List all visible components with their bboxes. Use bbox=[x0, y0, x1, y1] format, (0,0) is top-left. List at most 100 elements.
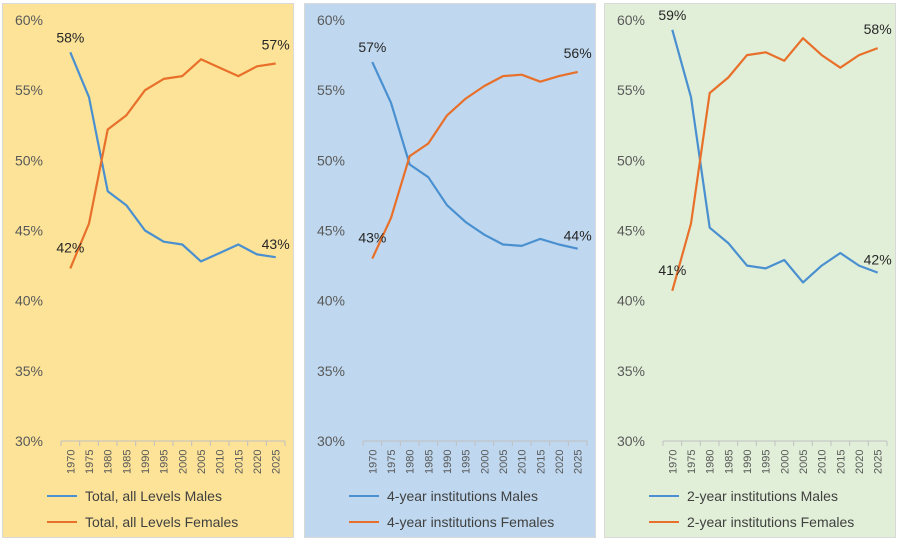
x-tick-label: 2000 bbox=[779, 450, 791, 474]
y-tick-label: 45% bbox=[617, 223, 645, 239]
x-tick-label: 2005 bbox=[196, 450, 208, 474]
legend-entry: 2-year institutions Females bbox=[649, 514, 854, 530]
data-label: 44% bbox=[564, 228, 592, 244]
legend-entry: Total, all Levels Males bbox=[47, 488, 222, 504]
data-label: 42% bbox=[56, 239, 84, 255]
legend-label: 4-year institutions Females bbox=[387, 514, 555, 530]
x-tick-label: 1970 bbox=[667, 450, 679, 474]
y-tick-label: 40% bbox=[317, 293, 345, 309]
x-tick-label: 1995 bbox=[159, 450, 171, 474]
legend-entry: 4-year institutions Females bbox=[349, 514, 554, 530]
y-tick-label: 60% bbox=[317, 12, 345, 28]
y-tick-label: 60% bbox=[15, 12, 43, 28]
legend-entry: 4-year institutions Males bbox=[349, 488, 538, 504]
data-label: 58% bbox=[864, 21, 892, 37]
x-tick-label: 2000 bbox=[177, 450, 189, 474]
x-tick-label: 1985 bbox=[723, 450, 735, 474]
y-tick-label: 50% bbox=[317, 152, 345, 168]
y-tick-label: 30% bbox=[617, 433, 645, 449]
legend-label: Total, all Levels Females bbox=[85, 514, 239, 530]
x-tick-label: 2010 bbox=[817, 450, 829, 474]
chart-svg: 30% 35% 40% 45% 50% 55% 60% 1970 1975 1980 1985 199… bbox=[317, 12, 592, 474]
x-tick-label: 1985 bbox=[121, 450, 133, 474]
y-tick-label: 40% bbox=[15, 293, 43, 309]
x-tick-label: 2025 bbox=[873, 450, 885, 474]
x-tick-label: 1970 bbox=[65, 450, 77, 474]
legend-swatch bbox=[47, 521, 77, 523]
x-tick-label: 2005 bbox=[498, 450, 510, 474]
series-line-4-year-institutions-females bbox=[371, 70, 578, 260]
x-tick-label: 2010 bbox=[517, 450, 529, 474]
data-label: 59% bbox=[658, 7, 686, 23]
x-tick-label: 2015 bbox=[233, 450, 245, 474]
legend-entry: 2-year institutions Males bbox=[649, 488, 838, 504]
y-tick-label: 50% bbox=[617, 152, 645, 168]
y-tick-label: 30% bbox=[15, 433, 43, 449]
y-tick-label: 50% bbox=[15, 152, 43, 168]
x-tick-label: 1995 bbox=[761, 450, 773, 474]
data-label: 57% bbox=[358, 39, 386, 55]
x-tick-label: 2020 bbox=[554, 450, 566, 474]
chart-panel-4-year: 30% 35% 40% 45% 50% 55% 60% 1970 1975 1980 1985 199… bbox=[304, 3, 596, 538]
x-tick-label: 2015 bbox=[535, 450, 547, 474]
legend-swatch bbox=[649, 521, 679, 523]
y-tick-label: 55% bbox=[15, 82, 43, 98]
legend-label: 4-year institutions Males bbox=[387, 488, 538, 504]
chart-svg: 30% 35% 40% 45% 50% 55% 60% 1970 1975 1980 1985 199… bbox=[15, 12, 290, 474]
y-tick-label: 60% bbox=[617, 12, 645, 28]
x-tick-label: 2025 bbox=[573, 450, 585, 474]
y-tick-label: 40% bbox=[617, 293, 645, 309]
x-tick-label: 2025 bbox=[271, 450, 283, 474]
y-tick-label: 45% bbox=[317, 223, 345, 239]
data-label: 43% bbox=[358, 230, 386, 246]
data-label: 58% bbox=[56, 29, 84, 45]
y-tick-label: 30% bbox=[317, 433, 345, 449]
x-tick-label: 1975 bbox=[386, 450, 398, 474]
x-tick-label: 2015 bbox=[835, 450, 847, 474]
x-tick-label: 2005 bbox=[798, 450, 810, 474]
legend-label: 2-year institutions Males bbox=[687, 488, 838, 504]
data-label: 41% bbox=[658, 262, 686, 278]
legend-label: 2-year institutions Females bbox=[687, 514, 855, 530]
y-tick-label: 35% bbox=[15, 363, 43, 379]
legend-swatch bbox=[349, 521, 379, 523]
legend-label: Total, all Levels Males bbox=[85, 488, 222, 504]
x-tick-label: 1970 bbox=[367, 450, 379, 474]
data-label: 43% bbox=[262, 236, 290, 252]
x-tick-label: 1980 bbox=[405, 450, 417, 474]
x-tick-label: 2020 bbox=[854, 450, 866, 474]
x-tick-label: 2000 bbox=[479, 450, 491, 474]
series-line-total-all-levels-females bbox=[69, 58, 276, 269]
y-tick-label: 55% bbox=[617, 82, 645, 98]
data-label: 56% bbox=[564, 45, 592, 61]
x-tick-label: 1980 bbox=[103, 450, 115, 474]
x-tick-label: 1990 bbox=[140, 450, 152, 474]
chart-panel-total: 30% 35% 40% 45% 50% 55% 60% 1970 1975 1980 1985 199… bbox=[2, 3, 294, 538]
legend-swatch bbox=[47, 495, 77, 497]
series-line-total-all-levels-males bbox=[69, 51, 276, 263]
x-tick-label: 1980 bbox=[705, 450, 717, 474]
data-label: 57% bbox=[262, 37, 290, 53]
legend-entry: Total, all Levels Females bbox=[47, 514, 238, 530]
y-tick-label: 35% bbox=[617, 363, 645, 379]
y-tick-label: 35% bbox=[317, 363, 345, 379]
x-tick-label: 1975 bbox=[84, 450, 96, 474]
x-tick-label: 1990 bbox=[442, 450, 454, 474]
x-tick-label: 1995 bbox=[461, 450, 473, 474]
chart-svg: 30% 35% 40% 45% 50% 55% 60% 1970 1975 1980 1985 199… bbox=[617, 7, 892, 474]
x-tick-label: 2020 bbox=[252, 450, 264, 474]
x-tick-label: 1975 bbox=[686, 450, 698, 474]
data-label: 42% bbox=[864, 252, 892, 268]
legend-swatch bbox=[349, 495, 379, 497]
x-tick-label: 1985 bbox=[423, 450, 435, 474]
y-tick-label: 55% bbox=[317, 82, 345, 98]
chart-panel-2-year: 30% 35% 40% 45% 50% 55% 60% 1970 1975 1980 1985 199… bbox=[604, 3, 896, 538]
y-tick-label: 45% bbox=[15, 223, 43, 239]
series-line-2-year-institutions-females bbox=[671, 37, 879, 292]
x-tick-label: 1990 bbox=[742, 450, 754, 474]
series-line-4-year-institutions-males bbox=[371, 61, 578, 250]
legend-swatch bbox=[649, 495, 679, 497]
series-line-2-year-institutions-males bbox=[671, 29, 879, 284]
x-tick-label: 2010 bbox=[215, 450, 227, 474]
